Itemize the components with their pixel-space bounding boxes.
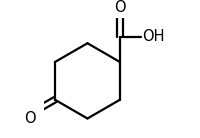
Text: O: O: [114, 0, 126, 15]
Text: O: O: [24, 111, 36, 126]
Text: OH: OH: [142, 30, 165, 44]
